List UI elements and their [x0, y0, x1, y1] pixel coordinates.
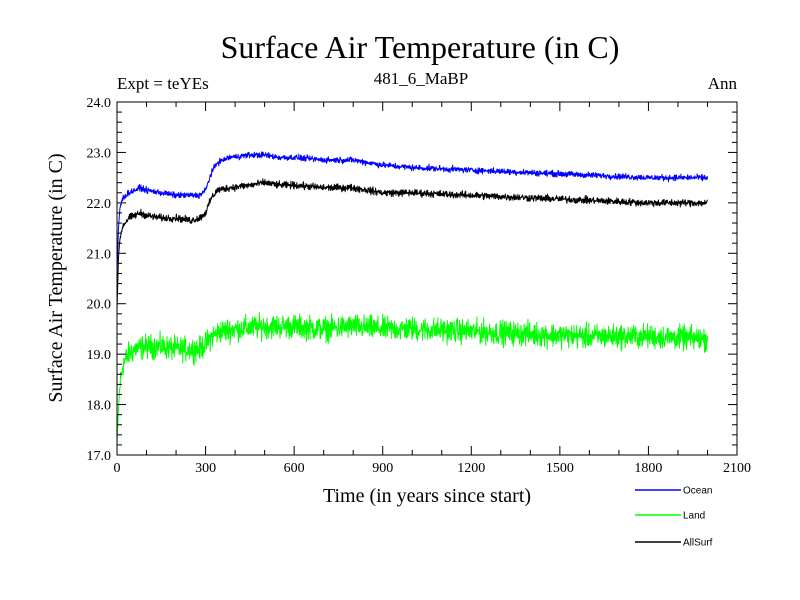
plot-frame: [116, 101, 738, 456]
plot-area: 0 300 600 900 1200 1500 1800 2100 17.0 18.0 19.0 20…: [87, 96, 752, 476]
y-tick-label: 21.0: [87, 247, 112, 262]
ticks-layer: 0 300 600 900 1200 1500 1800 2100 17.0 18.0 19.0 20…: [87, 96, 752, 476]
y-tick-label: 18.0: [87, 399, 112, 414]
series-layer: [116, 151, 708, 445]
x-tick-label: 1200: [457, 461, 485, 476]
y-tick-label: 17.0: [87, 449, 112, 464]
experiment-label: Expt = teYEs: [117, 74, 209, 93]
y-tick-label: 20.0: [87, 298, 112, 313]
y-tick-label: 24.0: [87, 96, 112, 111]
x-tick-label: 300: [195, 461, 216, 476]
x-tick-label: 2100: [723, 461, 751, 476]
legend: Ocean Land AllSurf: [635, 486, 713, 549]
legend-label-land: Land: [683, 511, 705, 522]
chart-title: Surface Air Temperature (in C): [221, 29, 620, 65]
x-tick-label: 600: [284, 461, 305, 476]
series-line-land: [116, 312, 708, 445]
y-axis-label: Surface Air Temperature (in C): [45, 153, 67, 402]
series-line-allsurf: [116, 178, 708, 310]
y-tick-label: 19.0: [87, 348, 112, 363]
legend-label-allsurf: AllSurf: [683, 538, 713, 549]
period-label: Ann: [708, 74, 738, 93]
legend-label-ocean: Ocean: [683, 486, 712, 497]
run-id-label: 481_6_MaBP: [374, 69, 468, 88]
x-axis-label: Time (in years since start): [323, 485, 531, 507]
y-tick-label: 23.0: [87, 146, 112, 161]
y-tick-label: 22.0: [87, 197, 112, 212]
x-tick-label: 1500: [546, 461, 574, 476]
x-tick-label: 900: [372, 461, 393, 476]
series-line-ocean: [116, 151, 708, 274]
x-tick-label: 1800: [634, 461, 662, 476]
x-tick-label: 0: [114, 461, 121, 476]
